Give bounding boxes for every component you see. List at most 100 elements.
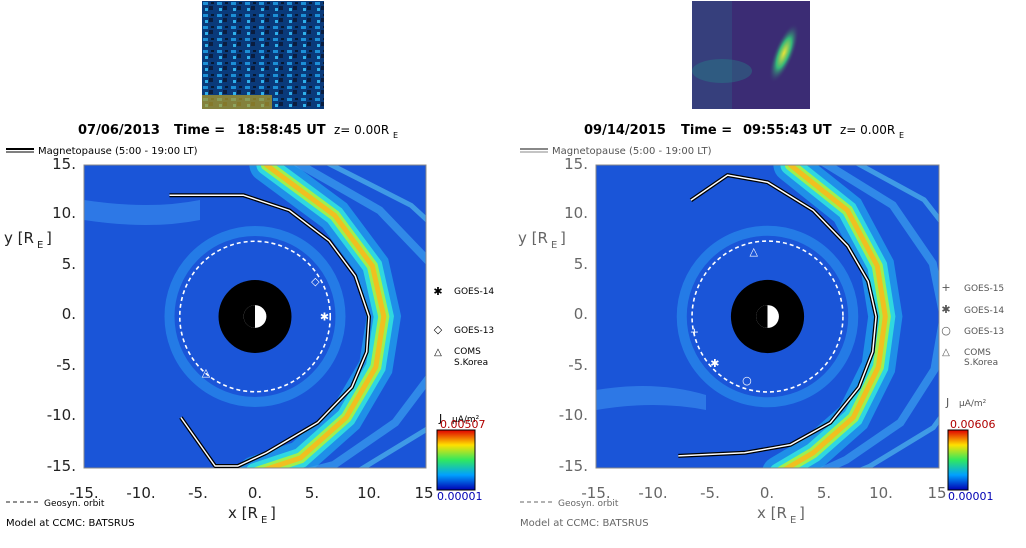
chart-2-title-z: z= 0.00R: [840, 123, 895, 137]
chart-2-ytick-5: -10.: [559, 406, 588, 424]
chart-1-legend-goes13: GOES-13: [454, 326, 494, 336]
chart-2-ylabel-close: ]: [560, 229, 566, 247]
chart-2-satellite-goes-14-marker: ✱: [710, 357, 719, 370]
chart-2-yticks: 15. 10. 5. 0. -5. -10. -15.: [559, 155, 588, 475]
chart-2-xlabel-sub: E: [790, 515, 796, 526]
chart-2-colorbar-min: 0.00001: [948, 490, 994, 503]
chart-2-title-time: 09:55:43 UT: [743, 123, 832, 138]
chart-1-satellite-coms-marker: △: [202, 366, 211, 379]
chart-2-xtick-1: -10.: [638, 484, 667, 502]
chart-2-colorbar-max: 0.00606: [950, 418, 996, 431]
chart-2-magnetopause: [678, 174, 877, 457]
chart-1-model-label: Model at CCMC: BATSRUS: [6, 518, 135, 529]
chart-2-ylabel: y [R: [518, 229, 548, 247]
chart-1-title-time: 18:58:45 UT: [237, 123, 326, 138]
chart-2-legend-goes13: GOES-13: [964, 327, 1004, 337]
chart-1-legend-marker-coms: △: [434, 347, 442, 358]
chart-1-legend-coms: COMS: [454, 347, 481, 357]
chart-2-geosync-legend: Geosyn. orbit: [558, 499, 619, 509]
chart-1-title-z: z= 0.00R: [334, 123, 389, 137]
chart-1-xtick-0: -15.: [69, 484, 98, 502]
chart-2-legend-coms-sub: S.Korea: [964, 358, 998, 368]
chart-2-ytick-3: 0.: [574, 305, 588, 323]
chart-2-inner-ring: [676, 225, 859, 408]
noise-thumbnail: [202, 1, 324, 109]
chart-1-xtick-1: -10.: [126, 484, 155, 502]
chart-1-xtick-3: 0.: [248, 484, 262, 502]
chart-2-satellite-goes-15-marker: +: [690, 326, 699, 339]
panel-2: 09/14/2015 Time = 09:55:43 UT z= 0.00R E…: [516, 110, 1026, 544]
chart-2-title-time-label: Time =: [681, 123, 732, 138]
chart-1-earth-night-side: [243, 305, 255, 328]
chart-2-legend-marker-coms: △: [942, 347, 950, 358]
chart-2-xtick-0: -15.: [581, 484, 610, 502]
chart-1-satellite-goes-14-marker: ✱: [320, 311, 329, 324]
chart-1-legend-coms-sub: S.Korea: [454, 358, 488, 368]
spectrogram-thumbnail-image: [692, 1, 810, 109]
chart-1-ylabel-close: ]: [46, 229, 52, 247]
chart-1-ylabel: y [R: [4, 229, 34, 247]
chart-2-xlabel: x [R: [757, 504, 787, 522]
chart-1-ylabel-sub: E: [37, 240, 43, 251]
chart-2-earth-night-side: [756, 305, 768, 328]
chart-1-geosync-legend: Geosyn. orbit: [44, 499, 105, 509]
chart-1-svg: 07/06/2013 Time = 18:58:45 UT z= 0.00R E…: [4, 123, 494, 529]
chart-2-field: [596, 165, 939, 468]
chart-1-frame: [83, 164, 427, 469]
chart-1-ytick-6: -15.: [47, 457, 76, 475]
chart-2-model-label: Model at CCMC: BATSRUS: [520, 518, 649, 529]
chart-1-title-date: 07/06/2013: [78, 123, 160, 138]
chart-2-xlabel-close: ]: [799, 504, 805, 522]
chart-1-ytick-0: 15.: [52, 155, 76, 173]
chart-2-satellite-coms-marker: △: [750, 245, 759, 258]
chart-1-ytick-1: 10.: [52, 204, 76, 222]
chart-2-colorbar-label: J: [945, 396, 949, 409]
chart-1-xlabel: x [R: [228, 504, 258, 522]
chart-1-legend-marker-goes14: ✱: [433, 285, 442, 298]
chart-2-legend-marker-goes15: +: [941, 281, 950, 294]
chart-1-title-time-label: Time =: [174, 123, 225, 138]
chart-1-ytick-3: 0.: [62, 305, 76, 323]
chart-2-svg: 09/14/2015 Time = 09:55:43 UT z= 0.00R E…: [518, 123, 1004, 529]
chart-2-xtick-4: 5.: [817, 484, 831, 502]
chart-2-ytick-1: 10.: [564, 204, 588, 222]
chart-1-ytick-4: -5.: [56, 356, 76, 374]
chart-2-frame: [595, 164, 940, 469]
chart-2-ylabel-sub: E: [551, 240, 557, 251]
chart-1-legend-goes14: GOES-14: [454, 287, 494, 297]
chart-2-ytick-6: -15.: [559, 457, 588, 475]
chart-1-overlays: ✱ ◇ △: [164, 193, 371, 468]
chart-1-tail-band: [84, 200, 200, 225]
chart-2-xticks: -15. -10. -5. 0. 5. 10. 15: [581, 484, 946, 502]
chart-1-magnetopause-legend: Magnetopause (5:00 - 19:00 LT): [38, 146, 198, 157]
chart-2-colorbar-unit: μA/m²: [959, 399, 987, 409]
chart-2-satellite-legend: + GOES-15 ✱ GOES-14 ○ GOES-13 △ COMS S.K…: [941, 281, 1004, 368]
chart-1-legend-marker-goes13: ◇: [434, 323, 443, 336]
chart-1-xtick-2: -5.: [188, 484, 208, 502]
chart-2-legend-goes15: GOES-15: [964, 284, 1004, 294]
chart-2-xtick-6: 15: [927, 484, 946, 502]
chart-1-ytick-5: -10.: [47, 406, 76, 424]
chart-1-satellite-legend: ✱ GOES-14 ◇ GOES-13 △ COMS S.Korea: [433, 285, 494, 368]
chart-1-xlabel-close: ]: [270, 504, 276, 522]
chart-2-xtick-5: 10.: [869, 484, 893, 502]
chart-2-xtick-2: -5.: [700, 484, 720, 502]
chart-2-ridges: [762, 165, 939, 468]
chart-1-ytick-2: 5.: [62, 255, 76, 273]
chart-1-ridges: [238, 165, 426, 468]
chart-2-ytick-2: 5.: [574, 255, 588, 273]
chart-1-colorbar-label: J: [438, 412, 442, 425]
chart-2-current-ridge-core: [782, 165, 888, 468]
chart-2-ytick-0: 15.: [564, 155, 588, 173]
chart-1-xticks: -15. -10. -5. 0. 5. 10. 15: [69, 484, 433, 502]
chart-1-satellite-goes-13-marker: ◇: [311, 275, 320, 288]
chart-2-satellite-goes-13-marker: ○: [742, 374, 752, 387]
chart-2-title-z-sub: E: [899, 131, 904, 140]
chart-1-xtick-6: 15: [414, 484, 433, 502]
noise-thumbnail-image: [202, 1, 324, 109]
chart-2-magnetopause-legend: Magnetopause (5:00 - 19:00 LT): [552, 146, 712, 157]
chart-2-title-date: 09/14/2015: [584, 123, 666, 138]
chart-2-legend-marker-goes14: ✱: [941, 303, 950, 316]
chart-2-colorbar: [947, 429, 969, 491]
panel-1: 07/06/2013 Time = 18:58:45 UT z= 0.00R E…: [0, 110, 516, 544]
